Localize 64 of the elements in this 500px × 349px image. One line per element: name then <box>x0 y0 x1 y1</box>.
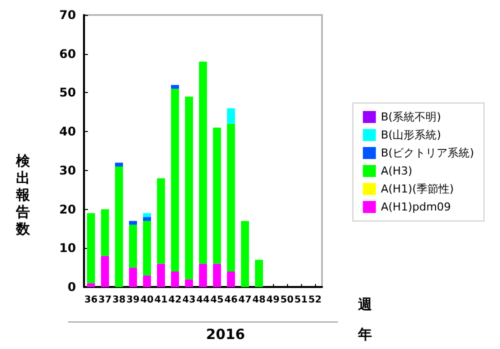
y-tick-label: 20 <box>59 202 76 216</box>
y-tick-label: 30 <box>59 163 76 178</box>
bar <box>143 217 151 221</box>
bar <box>101 209 109 256</box>
text: 週 <box>357 297 373 313</box>
bar <box>213 264 221 287</box>
x-tick-label: 45 <box>210 294 224 306</box>
y-tick-label: 40 <box>59 124 76 139</box>
legend-label: B(山形系統) <box>380 128 442 142</box>
bar <box>213 128 221 264</box>
bar <box>157 264 165 287</box>
bar <box>171 84 179 89</box>
x-tick-label: 48 <box>252 294 266 306</box>
bar <box>143 220 151 276</box>
bar <box>87 283 95 287</box>
bar <box>227 271 235 287</box>
x-tick-label: 36 <box>84 294 98 306</box>
legend-label: B(系統不明) <box>380 110 442 124</box>
y-tick-label: 10 <box>59 241 76 256</box>
x-tick-label: 51 <box>294 294 308 306</box>
bar <box>157 178 165 264</box>
y-tick-label: 60 <box>59 46 76 61</box>
bar <box>227 124 235 272</box>
bar <box>143 275 151 287</box>
y-tick-label: 0 <box>68 280 76 294</box>
bar <box>115 166 123 287</box>
y-tick-label: 70 <box>59 8 76 22</box>
x-tick-label: 52 <box>308 294 322 306</box>
bar <box>199 62 207 264</box>
x-tick-label: 40 <box>140 294 154 306</box>
legend-label: A(H1)pdm09 <box>380 200 451 214</box>
x-tick-label: 39 <box>126 294 140 306</box>
x-tick-label: 37 <box>98 294 112 306</box>
bar <box>129 220 137 225</box>
x-tick-label: 47 <box>238 294 252 306</box>
bar <box>185 279 193 287</box>
bar <box>241 220 249 287</box>
x-tick-label: 38 <box>112 294 126 306</box>
bar <box>185 96 193 280</box>
bar <box>171 271 179 287</box>
bar <box>143 213 151 218</box>
bar <box>129 224 137 268</box>
bar <box>115 162 123 167</box>
bar <box>129 268 137 287</box>
x-tick-label: 50 <box>280 294 294 306</box>
bar <box>171 88 179 272</box>
y-tick-label: 50 <box>59 86 76 100</box>
x-axis-title: 2016 <box>206 327 245 343</box>
text: 年 <box>357 327 372 343</box>
x-tick-label: 42 <box>168 294 182 306</box>
bar <box>87 213 95 284</box>
legend-label: B(ビクトリア系統) <box>380 146 474 160</box>
x-tick-label: 44 <box>196 294 210 306</box>
bar <box>255 260 263 287</box>
bar <box>227 108 235 124</box>
y-axis-title: 検出報告数 <box>15 154 31 238</box>
legend-label: A(H1)(季節性) <box>380 182 454 196</box>
x-tick-label: 43 <box>182 294 196 306</box>
legend-label: A(H3) <box>380 164 412 178</box>
bar <box>101 256 109 287</box>
x-tick-label: 46 <box>224 294 238 306</box>
x-tick-label: 49 <box>266 294 280 306</box>
x-tick-label: 41 <box>154 294 168 306</box>
bar <box>199 264 207 287</box>
